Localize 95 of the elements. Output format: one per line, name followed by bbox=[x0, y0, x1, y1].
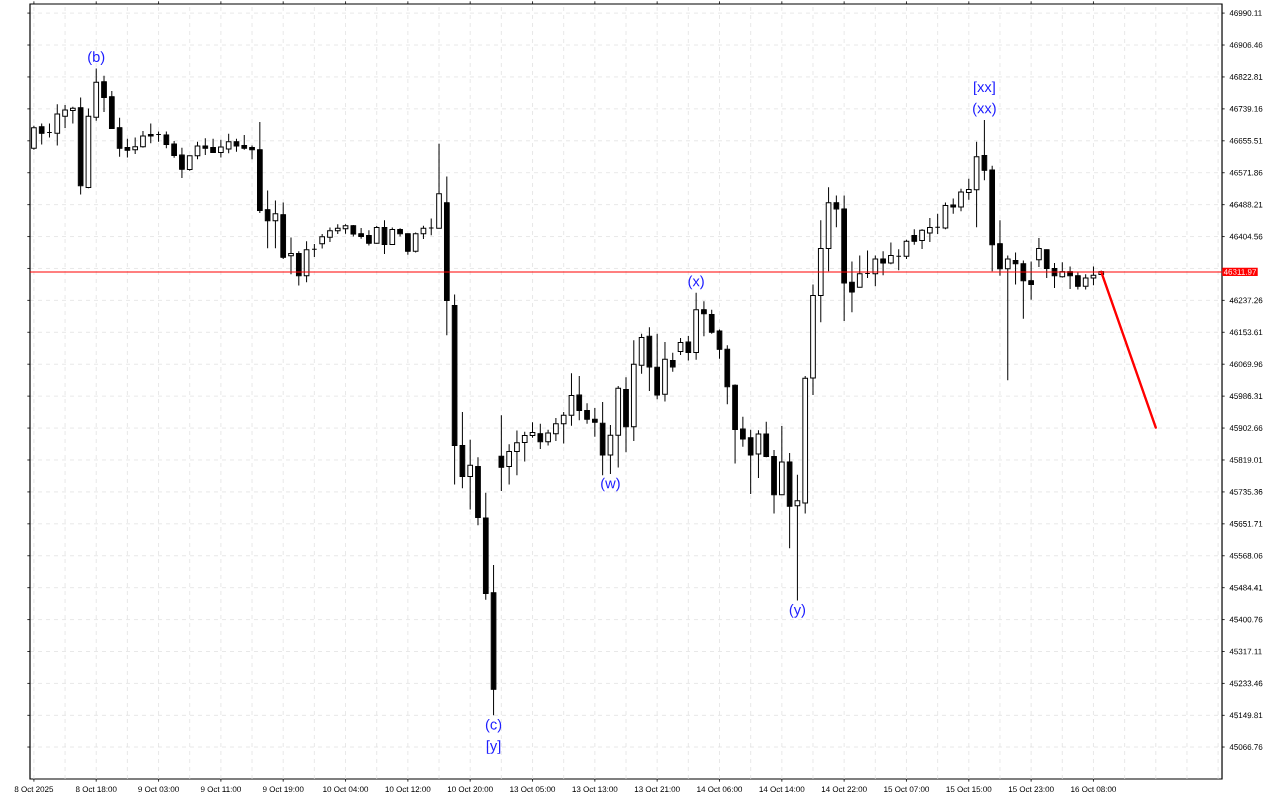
candlestick bbox=[210, 138, 216, 153]
x-tick-label: 14 Oct 22:00 bbox=[821, 786, 867, 793]
annotation: (x) bbox=[688, 275, 704, 290]
y-tick-label: 46906.46 bbox=[1229, 42, 1263, 48]
y-tick-label: 45902.66 bbox=[1229, 425, 1263, 431]
x-tick-label: 13 Oct 21:00 bbox=[634, 786, 680, 793]
candlestick bbox=[498, 414, 505, 492]
candlestick bbox=[70, 106, 76, 124]
annotation: (b) bbox=[88, 51, 105, 65]
candlestick bbox=[381, 219, 388, 255]
y-tick-label: 46655.51 bbox=[1229, 137, 1263, 144]
y-tick-label: 46153.61 bbox=[1229, 329, 1263, 336]
y-tick-label: 45568.06 bbox=[1229, 552, 1263, 559]
candlestick bbox=[553, 417, 559, 442]
candlestick bbox=[521, 431, 528, 463]
candlestick bbox=[576, 375, 583, 421]
x-tick-label: 16 Oct 08:00 bbox=[1071, 786, 1117, 793]
y-tick-label: 45651.71 bbox=[1229, 521, 1263, 527]
x-tick-label: 8 Oct 18:00 bbox=[75, 786, 117, 793]
candlestick bbox=[38, 122, 45, 145]
x-tick-label: 10 Oct 20:00 bbox=[447, 786, 493, 793]
candlestick bbox=[1004, 254, 1011, 381]
candlestick bbox=[927, 217, 933, 243]
y-tick-label: 46739.16 bbox=[1229, 106, 1263, 112]
candlestick bbox=[54, 103, 61, 147]
candlestick bbox=[880, 250, 886, 276]
y-tick-label: 46488.21 bbox=[1229, 201, 1263, 208]
y-tick-label: 45819.01 bbox=[1229, 457, 1263, 463]
candlestick bbox=[467, 439, 474, 511]
candlestick bbox=[903, 239, 910, 260]
candlestick bbox=[592, 407, 598, 438]
y-tick-label: 46404.56 bbox=[1229, 233, 1263, 240]
y-tick-label: 45233.46 bbox=[1229, 680, 1263, 687]
candlestick bbox=[506, 443, 512, 485]
candlestick bbox=[1043, 249, 1050, 279]
candlestick bbox=[62, 104, 68, 129]
candlestick bbox=[919, 228, 925, 250]
x-tick-label: 15 Oct 23:00 bbox=[1008, 786, 1054, 793]
y-tick-label: 45317.11 bbox=[1229, 648, 1262, 655]
y-tick-label: 46571.86 bbox=[1229, 169, 1263, 176]
x-tick-label: 10 Oct 04:00 bbox=[323, 786, 369, 793]
x-tick-label: 9 Oct 03:00 bbox=[138, 786, 179, 793]
annotation: [y] bbox=[486, 740, 501, 754]
x-tick-label: 9 Oct 11:00 bbox=[200, 786, 241, 793]
ref-line-label: 46311.97 bbox=[1223, 269, 1256, 275]
candlestick bbox=[763, 421, 770, 458]
candlestick bbox=[1028, 261, 1034, 301]
candlestick bbox=[295, 250, 302, 287]
y-tick-label: 46990.11 bbox=[1229, 10, 1262, 16]
y-tick-label: 45149.81 bbox=[1229, 712, 1263, 719]
y-tick-label: 45986.31 bbox=[1229, 393, 1263, 399]
y-tick-label: 46069.96 bbox=[1229, 361, 1263, 368]
candlestick bbox=[101, 75, 107, 113]
y-tick-label: 45066.76 bbox=[1229, 744, 1263, 750]
candlestick bbox=[218, 139, 224, 158]
candlestick bbox=[179, 147, 185, 179]
annotation: (w) bbox=[601, 477, 620, 492]
x-tick-label: 9 Oct 19:00 bbox=[262, 786, 304, 793]
candlestick bbox=[405, 233, 411, 256]
candlestick bbox=[584, 402, 590, 425]
y-tick-label: 45735.36 bbox=[1229, 489, 1263, 495]
x-tick-label: 8 Oct 2025 bbox=[14, 786, 54, 793]
x-tick-label: 14 Oct 14:00 bbox=[759, 786, 805, 793]
candlestick bbox=[288, 237, 294, 275]
x-tick-label: 13 Oct 13:00 bbox=[572, 786, 618, 793]
candlestick bbox=[249, 145, 255, 160]
annotation: (y) bbox=[789, 604, 806, 618]
x-tick-label: 15 Oct 07:00 bbox=[884, 786, 930, 793]
candlestick bbox=[708, 309, 715, 335]
candlestick bbox=[965, 178, 972, 201]
x-tick-label: 15 Oct 15:00 bbox=[946, 786, 992, 793]
candlestick bbox=[358, 227, 364, 240]
candlestick bbox=[872, 254, 879, 287]
candlestick bbox=[716, 328, 723, 360]
y-tick-label: 46822.81 bbox=[1229, 74, 1263, 80]
candlestick bbox=[514, 430, 520, 476]
y-tick-label: 46237.26 bbox=[1229, 297, 1263, 304]
candlestick bbox=[942, 201, 949, 230]
x-tick-label: 10 Oct 12:00 bbox=[385, 786, 431, 793]
y-tick-label: 45484.41 bbox=[1229, 584, 1263, 591]
candlestick bbox=[366, 229, 372, 247]
annotation: (xx) bbox=[973, 102, 996, 117]
x-tick-label: 14 Oct 06:00 bbox=[697, 786, 743, 793]
y-tick-label: 45400.76 bbox=[1229, 616, 1263, 623]
annotation: [xx] bbox=[974, 81, 995, 96]
candlestick bbox=[856, 254, 863, 288]
candlestick bbox=[701, 300, 707, 337]
candlestick bbox=[1036, 237, 1042, 268]
candlestick bbox=[958, 188, 964, 212]
candlestick bbox=[740, 416, 746, 448]
annotation: (c) bbox=[485, 718, 502, 733]
candlestick bbox=[147, 122, 154, 144]
x-tick-label: 13 Oct 05:00 bbox=[510, 786, 556, 793]
candlestick bbox=[669, 352, 676, 373]
candlestick bbox=[849, 261, 855, 313]
